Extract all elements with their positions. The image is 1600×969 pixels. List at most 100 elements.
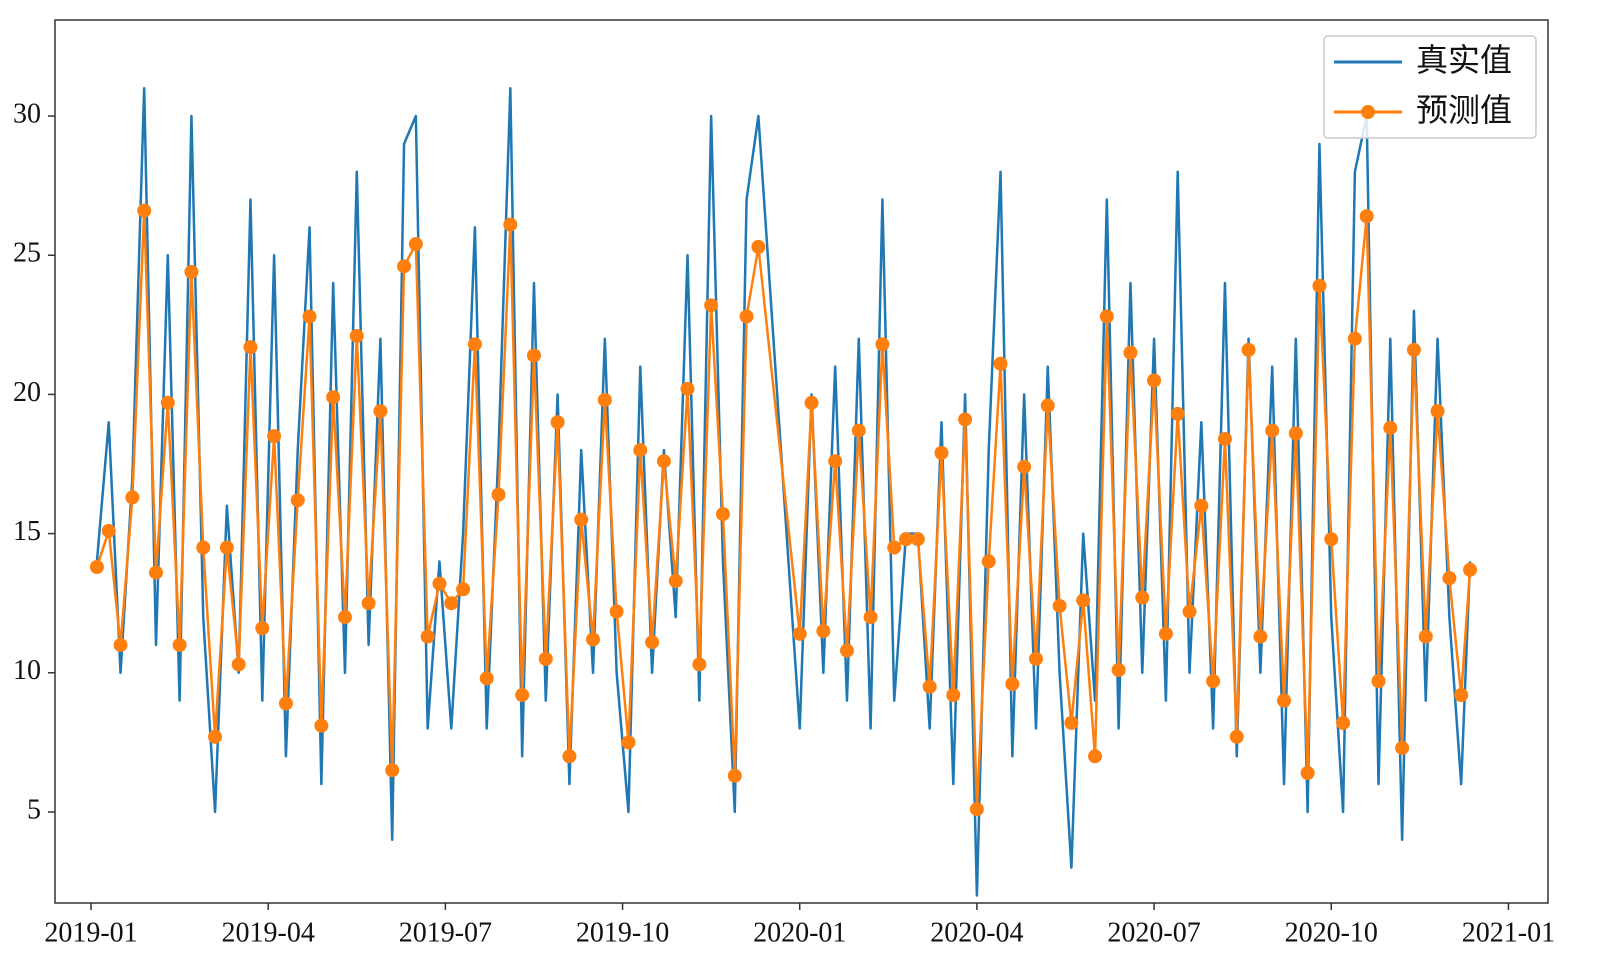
point-marker [1147,373,1162,388]
point-marker [804,395,819,410]
point-marker [586,632,601,647]
point-marker [1040,398,1055,413]
point-marker [1324,532,1339,547]
point-marker [373,404,388,419]
point-marker [231,657,246,672]
point-marker [219,540,234,555]
point-marker [597,392,612,407]
point-marker [1088,749,1103,764]
point-marker [479,671,494,686]
point-marker [314,718,329,733]
point-marker [656,454,671,469]
point-marker [1194,498,1209,513]
point-marker [184,264,199,279]
y-tick-label: 10 [13,655,41,686]
point-marker [1064,715,1079,730]
series-line [95,86,1472,897]
point-marker [839,643,854,658]
point-marker [267,429,282,444]
point-marker [562,749,577,764]
point-marker [1005,676,1020,691]
point-marker [715,507,730,522]
plot-frame [54,19,1549,904]
x-tick-label: 2020-01 [753,917,846,948]
point-marker [887,540,902,555]
x-tick-label: 2019-07 [399,917,492,948]
point-marker [1442,571,1457,586]
point-marker [278,696,293,711]
point-marker [969,802,984,817]
point-marker [704,298,719,313]
point-marker [1253,629,1268,644]
point-marker [1383,420,1398,435]
y-tick-label: 20 [13,377,41,408]
x-tick-label: 2019-01 [44,917,137,948]
point-marker [727,768,742,783]
point-marker [609,604,624,619]
point-marker [113,637,128,652]
point-marker [851,423,866,438]
point-marker [137,203,152,218]
point-marker [337,610,352,625]
point-marker [910,532,925,547]
y-tick-label: 5 [27,794,41,825]
point-marker [420,629,435,644]
point-marker [515,688,530,703]
point-marker [934,445,949,460]
point-marker [550,415,565,430]
point-marker [467,337,482,352]
point-marker [208,729,223,744]
point-marker [385,763,400,778]
point-marker [255,621,270,636]
point-marker [1123,345,1138,360]
y-tick-label: 25 [13,238,41,269]
point-marker [538,651,553,666]
point-marker [526,348,541,363]
y-tick-label: 30 [13,98,41,129]
point-marker [1052,598,1067,613]
point-marker [645,635,660,650]
point-marker [958,412,973,427]
point-marker [1406,342,1421,357]
point-marker [692,657,707,672]
point-marker [196,540,211,555]
point-marker [397,259,412,274]
point-marker [1347,331,1362,346]
point-marker [101,523,116,538]
x-tick-label: 2020-07 [1107,917,1200,948]
point-marker [1371,674,1386,689]
point-marker [1336,715,1351,730]
point-marker [828,454,843,469]
point-marker [1017,459,1032,474]
point-marker [172,637,187,652]
point-marker [1418,629,1433,644]
point-marker [1158,626,1173,641]
point-marker [349,328,364,343]
point-marker [899,532,914,547]
point-marker [1182,604,1197,619]
x-tick-label: 2019-10 [576,917,669,948]
point-marker [751,239,766,254]
point-marker [1135,590,1150,605]
point-marker [125,490,140,505]
point-marker [1430,404,1445,419]
point-marker [574,512,589,527]
x-tick-label: 2020-04 [930,917,1023,948]
point-marker [243,340,258,355]
legend-label: 预测值 [1416,91,1512,129]
point-marker [922,679,937,694]
point-marker [302,309,317,324]
point-marker [946,688,961,703]
point-marker [1076,593,1091,608]
point-marker [290,493,305,508]
point-marker [1229,729,1244,744]
point-marker [1312,278,1327,293]
point-marker [1111,663,1126,678]
point-marker [408,237,423,252]
x-tick-label: 2019-04 [222,917,315,948]
legend-marker [1361,105,1375,119]
point-marker [1170,406,1185,421]
point-marker [326,390,341,405]
point-marker [993,356,1008,371]
point-marker [160,395,175,410]
